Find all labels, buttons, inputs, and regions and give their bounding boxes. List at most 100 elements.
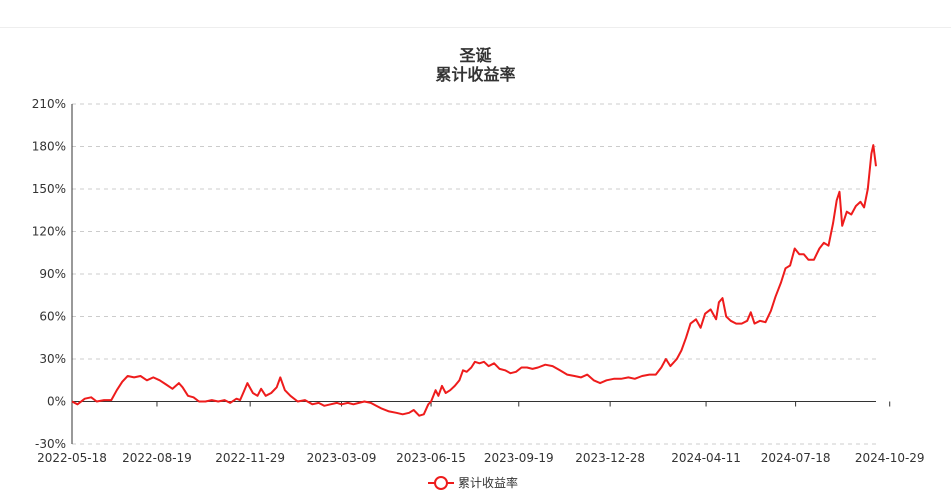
data-point[interactable] <box>873 163 879 169</box>
data-point[interactable] <box>816 246 822 252</box>
data-point[interactable] <box>801 251 807 257</box>
data-point[interactable] <box>468 365 474 371</box>
data-point[interactable] <box>667 363 673 369</box>
data-point[interactable] <box>258 386 264 392</box>
data-point[interactable] <box>868 151 874 157</box>
data-point[interactable] <box>683 335 689 341</box>
legend[interactable]: 累计收益率 <box>428 474 518 490</box>
data-point[interactable] <box>674 356 680 362</box>
data-point[interactable] <box>309 401 315 407</box>
data-point[interactable] <box>550 363 556 369</box>
data-point[interactable] <box>773 294 779 300</box>
data-point[interactable] <box>452 383 458 389</box>
data-point[interactable] <box>542 362 548 368</box>
data-point[interactable] <box>244 380 250 386</box>
data-point[interactable] <box>535 365 541 371</box>
data-point[interactable] <box>792 246 798 252</box>
data-point[interactable] <box>702 311 708 317</box>
data-point[interactable] <box>321 403 327 409</box>
data-point[interactable] <box>411 407 417 413</box>
data-point[interactable] <box>744 318 750 324</box>
data-point[interactable] <box>870 142 876 148</box>
data-point[interactable] <box>639 373 645 379</box>
data-point[interactable] <box>202 399 208 405</box>
data-point[interactable] <box>328 401 334 407</box>
data-point[interactable] <box>316 400 322 406</box>
series-line[interactable] <box>71 144 877 417</box>
data-point[interactable] <box>227 400 233 406</box>
data-point[interactable] <box>101 397 107 403</box>
data-point[interactable] <box>433 387 439 393</box>
data-point[interactable] <box>572 373 578 379</box>
data-point[interactable] <box>787 263 793 269</box>
data-point[interactable] <box>386 408 392 414</box>
data-point[interactable] <box>350 401 356 407</box>
data-point[interactable] <box>144 377 150 383</box>
data-point[interactable] <box>728 318 734 324</box>
data-point[interactable] <box>646 372 652 378</box>
data-point[interactable] <box>688 321 694 327</box>
data-point[interactable] <box>752 321 758 327</box>
data-point[interactable] <box>180 384 186 390</box>
data-point[interactable] <box>811 257 817 263</box>
data-point[interactable] <box>439 383 445 389</box>
data-point[interactable] <box>150 374 156 380</box>
data-point[interactable] <box>373 403 379 409</box>
data-point[interactable] <box>653 372 659 378</box>
data-point[interactable] <box>435 393 441 399</box>
data-point[interactable] <box>757 318 763 324</box>
data-point[interactable] <box>663 356 669 362</box>
data-point[interactable] <box>268 390 274 396</box>
data-point[interactable] <box>733 321 739 327</box>
data-point[interactable] <box>611 376 617 382</box>
data-point[interactable] <box>739 321 745 327</box>
data-point[interactable] <box>513 369 519 375</box>
data-point[interactable] <box>447 387 453 393</box>
data-point[interactable] <box>839 223 845 229</box>
data-point[interactable] <box>848 212 854 218</box>
data-point[interactable] <box>282 387 288 393</box>
data-point[interactable] <box>723 314 729 320</box>
data-point[interactable] <box>481 359 487 365</box>
data-point[interactable] <box>748 309 754 315</box>
data-point[interactable] <box>497 366 503 372</box>
data-point[interactable] <box>491 360 497 366</box>
data-point[interactable] <box>295 399 301 405</box>
data-point[interactable] <box>379 406 385 412</box>
data-point[interactable] <box>502 367 508 373</box>
data-point[interactable] <box>713 316 719 322</box>
data-point[interactable] <box>693 316 699 322</box>
data-point[interactable] <box>698 325 704 331</box>
data-point[interactable] <box>209 397 215 403</box>
data-point[interactable] <box>591 377 597 383</box>
data-point[interactable] <box>222 397 228 403</box>
data-point[interactable] <box>114 387 120 393</box>
data-point[interactable] <box>170 386 176 392</box>
data-point[interactable] <box>94 399 100 405</box>
data-point[interactable] <box>138 373 144 379</box>
data-point[interactable] <box>557 367 563 373</box>
data-point[interactable] <box>763 319 769 325</box>
data-point[interactable] <box>519 365 525 371</box>
data-point[interactable] <box>768 308 774 314</box>
data-point[interactable] <box>584 372 590 378</box>
data-point[interactable] <box>858 199 864 205</box>
data-point[interactable] <box>215 399 221 405</box>
data-point[interactable] <box>830 220 836 226</box>
data-point[interactable] <box>157 377 163 383</box>
data-point[interactable] <box>119 379 125 385</box>
data-point[interactable] <box>834 197 840 203</box>
data-point[interactable] <box>564 372 570 378</box>
data-point[interactable] <box>778 280 784 286</box>
data-point[interactable] <box>428 399 434 405</box>
data-point[interactable] <box>302 397 308 403</box>
data-point[interactable] <box>82 396 88 402</box>
data-point[interactable] <box>678 348 684 354</box>
data-point[interactable] <box>708 306 714 312</box>
data-point[interactable] <box>368 400 374 406</box>
data-point[interactable] <box>826 243 832 249</box>
data-point[interactable] <box>361 399 367 405</box>
data-point[interactable] <box>185 393 191 399</box>
data-point[interactable] <box>508 370 514 376</box>
data-point[interactable] <box>263 393 269 399</box>
